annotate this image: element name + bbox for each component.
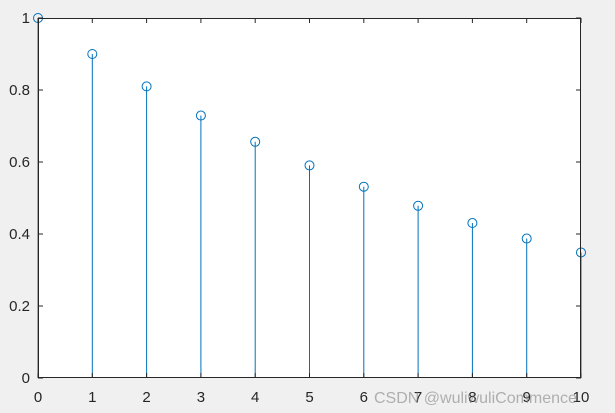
x-tick-label: 2 [142, 389, 150, 406]
stem-marker [413, 200, 424, 211]
stem-marker [141, 81, 152, 92]
x-tick-label: 3 [197, 389, 205, 406]
x-tick-label: 4 [251, 389, 259, 406]
y-tick-label: 0.6 [9, 154, 30, 171]
stem-marker [304, 160, 315, 171]
stem-marker [358, 181, 369, 192]
axes-layer [37, 17, 582, 379]
watermark: CSDN @wuliwuliCommence [374, 390, 577, 407]
y-tick-label: 0.2 [9, 298, 30, 315]
y-tick-label: 0.4 [9, 226, 30, 243]
x-tick-label: 1 [88, 389, 96, 406]
ticks-layer: 0 1 2 3 4 5 6 7 8 9 10 0 0.2 0.4 0.6 0.8 1 [9, 10, 589, 406]
y-tick-label: 1 [22, 10, 30, 27]
stem-marker [250, 136, 261, 147]
x-tick-label: 8 [468, 389, 476, 406]
x-tick-label: 5 [305, 389, 313, 406]
stem-marker [87, 49, 98, 59]
stems-layer [33, 13, 586, 378]
stem-marker [467, 218, 478, 229]
stem-marker [195, 110, 206, 121]
y-tick-label: 0.8 [9, 82, 30, 99]
x-tick-label: 0 [34, 389, 42, 406]
stem-marker [521, 233, 532, 244]
x-tick-label: 10 [573, 389, 590, 406]
x-tick-label: 9 [523, 389, 531, 406]
y-tick-label: 0 [22, 370, 30, 387]
x-tick-label: 6 [360, 389, 368, 406]
x-tick-label: 7 [414, 389, 422, 406]
